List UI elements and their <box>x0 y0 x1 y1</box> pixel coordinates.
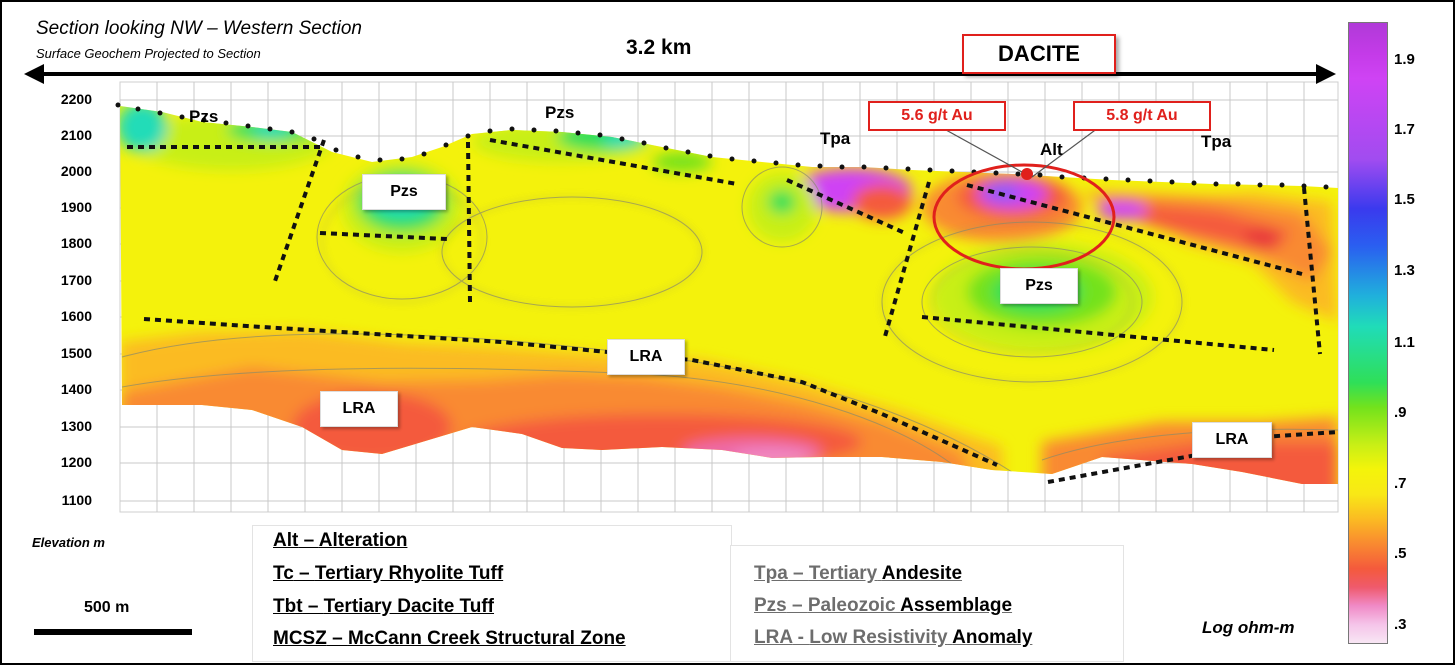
unit-label-pzs: Pzs <box>545 103 575 122</box>
elevation-tick: 2000 <box>60 163 92 179</box>
assay-callout-left: 5.6 g/t Au <box>868 101 1006 131</box>
color-scale-bar <box>1348 22 1388 644</box>
distance-arrow <box>24 64 1336 84</box>
scale-bar <box>34 629 192 635</box>
legend-code: Pzs <box>754 595 787 616</box>
surface-geochem-points <box>115 102 1329 190</box>
legend-item-alt: Alt – Alteration <box>273 530 408 551</box>
elevation-tick: 1500 <box>60 345 92 361</box>
section-title: Section looking NW – Western Section <box>36 18 362 39</box>
legend-item-mcsz: MCSZ – McCann Creek Structural Zone <box>273 628 626 649</box>
legend-desc-dark: Anomaly <box>952 627 1033 648</box>
unit-label-lra: LRA <box>607 339 685 375</box>
color-scale-units: Log ohm-m <box>1202 618 1295 637</box>
legend-desc: Low Resistivity <box>809 627 948 648</box>
dacite-callout: DACITE <box>962 34 1116 74</box>
legend-item-tc: Tc – Tertiary Rhyolite Tuff <box>273 563 504 584</box>
legend-item-lra: LRA - Low Resistivity Anomaly <box>754 627 1033 648</box>
legend-code: MCSZ <box>273 628 327 649</box>
legend-right-panel: Tpa – Tertiary Andesite Pzs – Paleozoic … <box>730 545 1124 662</box>
unit-label-tpa: Tpa <box>820 129 851 148</box>
color-scale-tick: 1.3 <box>1394 262 1415 279</box>
alteration-target-ellipse <box>932 124 1116 271</box>
legend-code: Tpa <box>754 563 788 584</box>
legend-left-panel: Alt – Alteration Tc – Tertiary Rhyolite … <box>252 525 732 662</box>
legend-item-tpa: Tpa – Tertiary Andesite <box>754 563 963 584</box>
elevation-tick: 1400 <box>60 381 92 397</box>
elevation-tick: 1600 <box>60 308 92 324</box>
unit-label-pzs: Pzs <box>362 174 446 210</box>
legend-item-pzs: Pzs – Paleozoic Assemblage <box>754 595 1013 616</box>
color-scale-tick: 1.5 <box>1394 191 1415 208</box>
elevation-tick: 1700 <box>60 272 92 288</box>
legend-code: Tc <box>273 563 294 584</box>
unit-label-tpa: Tpa <box>1201 132 1232 151</box>
elevation-axis-label: Elevation m <box>32 535 105 550</box>
legend-desc: Tertiary Rhyolite Tuff <box>314 563 504 584</box>
elevation-tick: 1800 <box>60 235 92 251</box>
unit-label-alt: Alt <box>1040 140 1063 159</box>
section-subtitle: Surface Geochem Projected to Section <box>36 46 261 61</box>
elevation-tick: 1300 <box>60 418 92 434</box>
legend-desc-dark: Assemblage <box>900 595 1013 616</box>
legend-desc: Paleozoic <box>807 595 896 616</box>
color-scale-tick: 1.9 <box>1394 51 1415 68</box>
legend-desc: McCann Creek Structural Zone <box>347 628 626 649</box>
color-scale-tick: .3 <box>1394 616 1407 633</box>
color-scale-tick: .5 <box>1394 545 1407 562</box>
legend-code: Tbt <box>273 596 303 617</box>
unit-label-pzs: Pzs <box>1000 268 1078 304</box>
legend-item-tbt: Tbt – Tertiary Dacite Tuff <box>273 596 495 617</box>
color-scale-tick: .9 <box>1394 404 1407 421</box>
legend-code: LRA <box>754 627 793 648</box>
elevation-tick: 1100 <box>61 492 92 508</box>
elevation-tick: 2100 <box>60 127 92 143</box>
elevation-tick: 2200 <box>60 91 92 107</box>
color-scale-tick: 1.1 <box>1394 334 1415 351</box>
legend-desc: Tertiary Dacite Tuff <box>323 596 495 617</box>
legend-desc: Alteration <box>318 530 408 551</box>
legend-code: Alt <box>273 530 299 551</box>
assay-callout-right: 5.8 g/t Au <box>1073 101 1211 131</box>
elevation-tick: 1200 <box>60 454 92 470</box>
legend-desc: Tertiary <box>808 563 878 584</box>
color-scale-tick: 1.7 <box>1394 121 1415 138</box>
unit-label-lra: LRA <box>320 391 398 427</box>
unit-label-pzs: Pzs <box>189 107 219 126</box>
unit-label-lra: LRA <box>1192 422 1272 458</box>
legend-desc-dark: Andesite <box>881 563 963 584</box>
color-scale-tick: .7 <box>1394 475 1407 492</box>
scale-bar-label: 500 m <box>84 599 130 616</box>
elevation-tick: 1900 <box>60 199 92 215</box>
distance-label: 3.2 km <box>626 36 692 59</box>
